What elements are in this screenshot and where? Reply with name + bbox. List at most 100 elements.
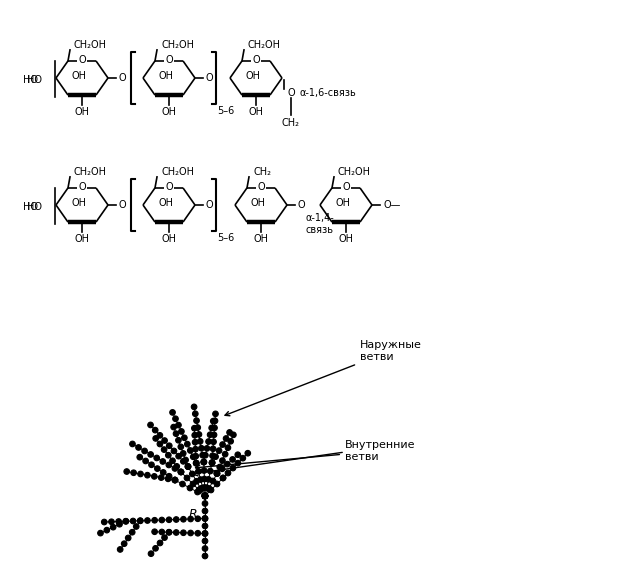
Text: O: O [118, 200, 126, 210]
Circle shape [97, 531, 103, 536]
Text: CH₂OH: CH₂OH [248, 40, 281, 50]
Circle shape [174, 463, 180, 469]
Circle shape [202, 516, 208, 521]
Circle shape [217, 464, 223, 470]
Circle shape [161, 535, 167, 540]
Text: OH: OH [75, 107, 89, 117]
Circle shape [157, 441, 163, 447]
Circle shape [201, 459, 206, 465]
Circle shape [137, 454, 142, 460]
Circle shape [202, 493, 208, 499]
Circle shape [158, 475, 164, 481]
Circle shape [204, 445, 210, 451]
Text: CH₂OH: CH₂OH [161, 167, 194, 177]
Circle shape [227, 429, 232, 435]
Circle shape [165, 452, 171, 458]
Text: OH: OH [253, 234, 268, 244]
Circle shape [142, 448, 147, 454]
Circle shape [154, 455, 160, 461]
Text: O: O [297, 200, 305, 210]
Circle shape [129, 529, 135, 535]
Text: O: O [205, 200, 213, 210]
Circle shape [191, 404, 197, 410]
Text: Наружные
ветви: Наружные ветви [225, 340, 422, 416]
Circle shape [225, 470, 231, 476]
Circle shape [138, 471, 143, 477]
Circle shape [123, 519, 128, 524]
Circle shape [152, 529, 158, 534]
Circle shape [187, 485, 193, 491]
Circle shape [198, 486, 204, 491]
Circle shape [192, 440, 198, 445]
Circle shape [196, 487, 202, 493]
Circle shape [230, 432, 236, 437]
Circle shape [159, 529, 165, 535]
Circle shape [170, 410, 175, 415]
Circle shape [178, 444, 184, 450]
Circle shape [178, 469, 184, 475]
Circle shape [222, 452, 228, 457]
Circle shape [122, 541, 127, 546]
Circle shape [214, 471, 220, 477]
Circle shape [230, 465, 235, 471]
Circle shape [210, 460, 215, 466]
Circle shape [180, 516, 186, 522]
Circle shape [134, 524, 139, 529]
Circle shape [152, 517, 158, 523]
Text: O: O [78, 55, 86, 65]
Circle shape [175, 437, 181, 443]
Circle shape [180, 530, 186, 536]
Circle shape [206, 486, 212, 491]
Circle shape [194, 460, 199, 466]
Circle shape [240, 456, 246, 461]
Circle shape [149, 462, 154, 467]
Circle shape [172, 477, 178, 483]
Text: OH: OH [339, 234, 353, 244]
Circle shape [202, 493, 208, 499]
Circle shape [204, 485, 210, 491]
Circle shape [223, 436, 229, 441]
Circle shape [170, 458, 175, 463]
Circle shape [197, 477, 203, 482]
Text: HO: HO [23, 75, 38, 85]
Circle shape [176, 453, 182, 459]
Circle shape [194, 478, 199, 484]
Text: OH: OH [158, 198, 173, 208]
Text: α-1,6-связь: α-1,6-связь [299, 88, 356, 98]
Circle shape [220, 442, 225, 448]
Text: OH: OH [246, 71, 261, 81]
Text: CH₂OH: CH₂OH [74, 40, 107, 50]
Circle shape [178, 469, 184, 475]
Circle shape [195, 531, 201, 536]
Circle shape [196, 432, 202, 437]
Circle shape [180, 481, 185, 487]
Circle shape [166, 443, 172, 449]
Circle shape [157, 540, 163, 546]
Circle shape [154, 466, 160, 471]
Circle shape [187, 448, 193, 453]
Circle shape [173, 431, 179, 436]
Text: O: O [342, 182, 350, 192]
Circle shape [130, 518, 136, 524]
Circle shape [185, 441, 190, 447]
Circle shape [110, 524, 116, 530]
Text: O: O [78, 182, 86, 192]
Circle shape [210, 446, 216, 452]
Circle shape [101, 519, 107, 525]
Circle shape [202, 493, 208, 499]
Circle shape [104, 527, 110, 533]
Circle shape [220, 475, 226, 481]
Circle shape [116, 521, 122, 527]
Circle shape [197, 438, 203, 444]
Circle shape [194, 460, 199, 466]
Text: 5–6: 5–6 [217, 106, 234, 116]
Text: OH: OH [72, 71, 87, 81]
Text: HO: HO [27, 75, 42, 85]
Circle shape [153, 436, 158, 441]
Circle shape [210, 460, 215, 466]
Circle shape [210, 418, 216, 424]
Text: O—: O— [383, 200, 401, 210]
Circle shape [188, 530, 194, 536]
Circle shape [195, 516, 201, 521]
Circle shape [220, 475, 226, 481]
